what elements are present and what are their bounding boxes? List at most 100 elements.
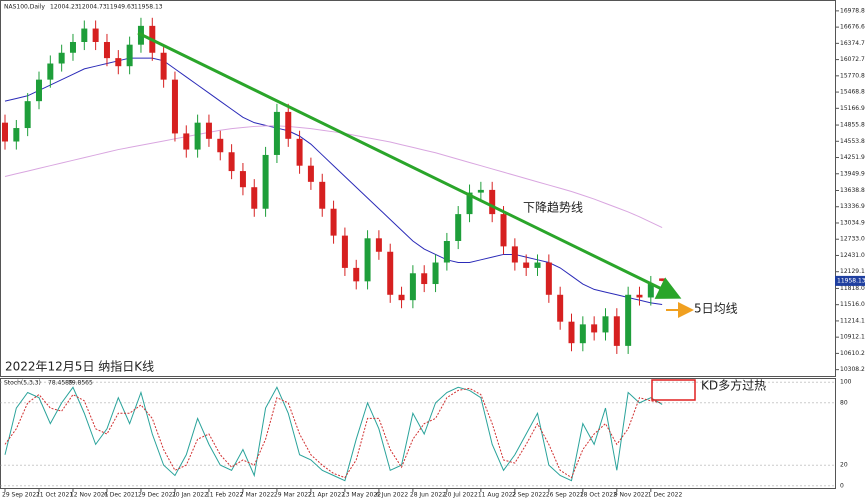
header-low: 11949.63 <box>106 4 135 11</box>
annotation: KD多方过热 <box>701 378 766 393</box>
x-tick-label: 12 Nov 2021 <box>70 492 109 499</box>
candle-body <box>443 240 450 263</box>
x-tick-label: 29 Dec 2021 <box>138 492 177 499</box>
y-tick-label: 10308.25 <box>840 366 865 373</box>
candle-body <box>353 267 360 282</box>
candle-body <box>307 165 314 182</box>
stoch-title: Stoch(5,3,3) <box>4 380 41 387</box>
candle-body <box>500 214 507 247</box>
candle-body <box>523 262 530 268</box>
x-tick-label: 26 Sep 2022 <box>546 492 584 499</box>
candle-body <box>341 235 348 268</box>
candle-body <box>58 52 65 64</box>
candle-body <box>409 273 416 301</box>
x-tick-label: 20 Jan 2022 <box>172 492 208 499</box>
candle-body <box>545 262 552 295</box>
y-tick-label: 14855.80 <box>840 122 865 129</box>
y-tick-label: 16072.75 <box>840 56 865 63</box>
candle-body <box>115 58 122 67</box>
candle-body <box>183 133 190 150</box>
candle-body <box>477 189 484 193</box>
annotation: 5日均线 <box>694 302 738 316</box>
y-tick-label: 14251.90 <box>840 154 865 161</box>
candle-body <box>81 28 88 42</box>
candle-body <box>591 324 598 333</box>
x-tick-label: 28 Jun 2022 <box>410 492 446 499</box>
stoch-line <box>4 387 663 479</box>
y-tick-label: 16978.80 <box>840 7 865 14</box>
trend-line <box>137 31 682 299</box>
candle-body <box>387 251 394 295</box>
candle-body <box>24 101 31 129</box>
y-tick-label: 14553.85 <box>840 138 865 145</box>
candle-body <box>602 316 609 333</box>
kd-box <box>651 379 696 401</box>
candle-body <box>511 246 518 263</box>
x-tick-label: 9 Nov 2022 <box>614 492 649 499</box>
candle-body <box>421 273 428 285</box>
y-tick-label: 15166.90 <box>840 105 865 112</box>
candle-body <box>126 44 133 67</box>
header: NAS100,Daily <box>4 4 45 11</box>
header-close: 11958.13 <box>134 4 163 11</box>
candle-body <box>273 111 280 155</box>
price-label: 11958.13 <box>837 277 865 284</box>
x-tick-label: 11 Feb 2022 <box>206 492 244 499</box>
y-tick-label: 12129.10 <box>840 268 865 275</box>
x-tick-label: 6 Dec 2021 <box>104 492 139 499</box>
candle-body <box>13 128 20 142</box>
x-tick-label: 6 Jun 2022 <box>376 492 408 499</box>
ma-line <box>4 125 663 229</box>
candle-body <box>171 79 178 134</box>
candle-body <box>2 122 8 142</box>
candle-body <box>568 321 575 344</box>
y-tick-label: 11818.00 <box>840 285 865 292</box>
candle-body <box>285 111 292 139</box>
candle-body <box>217 138 224 153</box>
y-tick-label: 12733.00 <box>840 236 865 243</box>
y-tick-label: 11516.05 <box>840 301 865 308</box>
chart-title: 2022年12月5日 纳指日K线 <box>5 359 154 374</box>
y-tick-label: 11214.10 <box>840 317 865 324</box>
y-tick-label: 10610.20 <box>840 350 865 357</box>
candle-body <box>613 316 620 346</box>
candle-body <box>534 262 541 268</box>
candle-body <box>647 284 654 298</box>
candle-body <box>35 79 42 102</box>
candle-body <box>69 41 76 53</box>
candle-body <box>194 122 201 150</box>
y-tick-label: 10912.15 <box>840 334 865 341</box>
y-tick-label: 16676.65 <box>840 24 865 31</box>
candle-body <box>659 278 666 281</box>
candle-body <box>398 294 405 301</box>
stoch-line <box>4 386 663 482</box>
header-open: 12004.23 <box>50 4 79 11</box>
y-tick-label: 15468.85 <box>840 89 865 96</box>
y-tick-label: 12431.05 <box>840 252 865 259</box>
x-tick-label: 21 Oct 2021 <box>36 492 73 499</box>
x-tick-label: 1 Dec 2022 <box>648 492 683 499</box>
y-tick-label: 100 <box>840 379 852 386</box>
x-tick-label: 7 Mar 2022 <box>240 492 274 499</box>
y-tick-label: 13034.95 <box>840 219 865 226</box>
x-tick-label: 29 Sep 2021 <box>2 492 40 499</box>
candle-body <box>239 171 246 188</box>
candle-body <box>625 294 632 346</box>
y-tick-label: 0 <box>840 482 844 489</box>
candle-body <box>375 238 382 252</box>
candle-body <box>47 63 54 80</box>
price-tag <box>835 275 865 286</box>
y-tick-label: 80 <box>840 399 848 406</box>
y-tick-label: 13949.95 <box>840 170 865 177</box>
candle-body <box>557 294 564 322</box>
candle-body <box>579 324 586 344</box>
x-tick-label: 21 Apr 2022 <box>308 492 345 499</box>
ma-line <box>4 57 663 305</box>
x-tick-label: 20 Jul 2022 <box>444 492 478 499</box>
x-tick-label: 2 Sep 2022 <box>512 492 546 499</box>
candle-body <box>364 238 371 282</box>
plot: 16978.80 16676.65 16374.70 16072.75 15770.80… <box>0 7 865 499</box>
x-tick-label: 29 Mar 2022 <box>274 492 312 499</box>
y-tick-label: 20 <box>840 462 848 469</box>
